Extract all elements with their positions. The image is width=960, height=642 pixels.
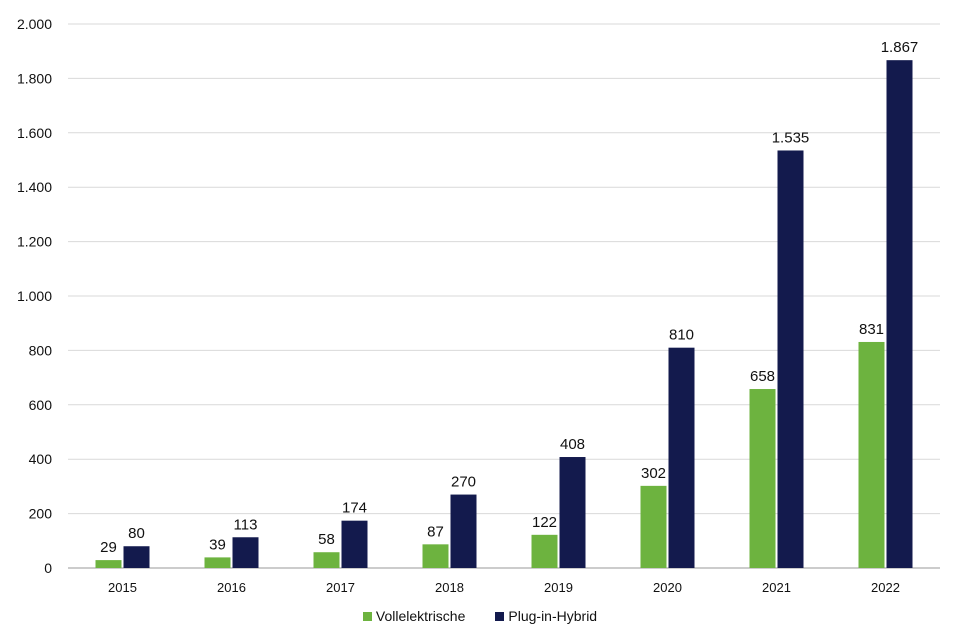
y-tick-label: 400 xyxy=(29,451,53,467)
x-axis: 2015 2016 2017 2018 2019 2020 2021 2022 xyxy=(108,580,900,595)
bar-vollelektrische xyxy=(640,485,667,568)
legend-swatch-plug-in-hybrid xyxy=(495,611,505,621)
data-label-plug-in-hybrid: 113 xyxy=(234,516,258,533)
x-tick-label: 2019 xyxy=(544,580,573,595)
bar-plug-in-hybrid xyxy=(123,546,150,568)
bar-vollelektrische xyxy=(95,560,122,568)
bar-plug-in-hybrid xyxy=(559,457,586,568)
y-tick-label: 0 xyxy=(44,560,52,576)
data-label-vollelektrische: 658 xyxy=(750,368,775,385)
bar-plug-in-hybrid xyxy=(450,494,477,568)
legend-label-vollelektrische: Vollelektrische xyxy=(375,608,466,624)
data-label-plug-in-hybrid: 80 xyxy=(128,525,145,542)
bar-plug-in-hybrid xyxy=(886,60,913,569)
data-label-plug-in-hybrid: 1.867 xyxy=(881,39,919,56)
y-tick-label: 800 xyxy=(29,342,53,358)
y-tick-label: 1.000 xyxy=(17,288,52,304)
data-label-plug-in-hybrid: 408 xyxy=(560,436,585,453)
data-label-vollelektrische: 58 xyxy=(318,531,335,548)
bars xyxy=(95,60,913,569)
y-tick-label: 600 xyxy=(29,397,53,413)
y-tick-label: 2.000 xyxy=(17,16,52,32)
data-label-vollelektrische: 302 xyxy=(641,465,666,482)
x-tick-label: 2017 xyxy=(326,580,355,595)
x-tick-label: 2015 xyxy=(108,580,137,595)
gridlines xyxy=(68,23,940,569)
y-axis: 0 200 400 600 800 1.000 1.200 1.400 1.600 1.800 2.… xyxy=(17,16,52,576)
data-labels: 29 80 39 113 58 174 87 270 122 408 302 810 658 1.535 8… xyxy=(100,39,918,556)
bar-vollelektrische xyxy=(858,341,885,568)
y-tick-label: 200 xyxy=(29,506,53,522)
data-label-plug-in-hybrid: 270 xyxy=(451,474,476,491)
data-label-plug-in-hybrid: 810 xyxy=(669,327,694,344)
y-tick-label: 1.600 xyxy=(17,125,52,141)
bar-vollelektrische xyxy=(313,552,340,568)
x-tick-label: 2016 xyxy=(217,580,246,595)
data-label-plug-in-hybrid: 174 xyxy=(342,500,367,517)
bar-plug-in-hybrid xyxy=(668,347,695,568)
y-tick-label: 1.800 xyxy=(17,70,52,86)
legend-label-plug-in-hybrid: Plug-in-Hybrid xyxy=(508,608,598,624)
bar-plug-in-hybrid xyxy=(341,520,368,568)
bar-chart: 0 200 400 600 800 1.000 1.200 1.400 1.600 1.800 2.… xyxy=(17,16,940,595)
bar-vollelektrische xyxy=(204,557,231,568)
data-label-vollelektrische: 831 xyxy=(859,321,884,338)
data-label-vollelektrische: 122 xyxy=(532,514,557,531)
data-label-plug-in-hybrid: 1.535 xyxy=(772,129,810,146)
y-tick-label: 1.200 xyxy=(17,234,52,250)
bar-plug-in-hybrid xyxy=(777,150,804,569)
legend-item-plug-in-hybrid: Plug-in-Hybrid xyxy=(495,608,597,624)
bar-plug-in-hybrid xyxy=(232,537,259,568)
x-tick-label: 2021 xyxy=(762,580,791,595)
data-label-vollelektrische: 87 xyxy=(427,523,444,540)
bar-vollelektrische xyxy=(531,534,558,568)
x-tick-label: 2018 xyxy=(435,580,464,595)
bar-vollelektrische xyxy=(422,544,449,568)
legend-item-vollelektrische: Vollelektrische xyxy=(362,608,466,624)
legend-swatch-vollelektrische xyxy=(362,611,372,621)
x-tick-label: 2020 xyxy=(653,580,682,595)
bar-vollelektrische xyxy=(749,389,776,568)
y-tick-label: 1.400 xyxy=(17,179,52,195)
x-tick-label: 2022 xyxy=(871,580,900,595)
data-label-vollelektrische: 39 xyxy=(209,536,226,553)
legend: Vollelektrische Plug-in-Hybrid xyxy=(0,608,960,624)
data-label-vollelektrische: 29 xyxy=(100,539,117,556)
